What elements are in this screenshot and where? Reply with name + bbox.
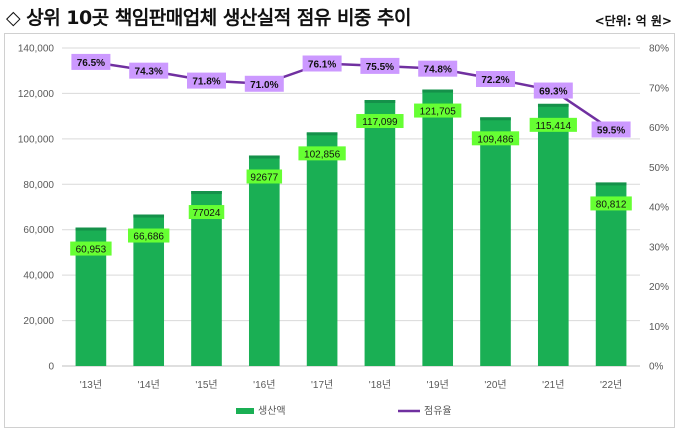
bar-data-label-bg [471,131,520,146]
bar [595,182,627,366]
line-data-label: 74.3% [135,67,163,78]
line-data-label-bg [591,121,631,138]
bar [480,117,511,367]
line-data-label: 76.1% [308,60,336,71]
bar-data-label: 77024 [193,208,221,219]
line-data-label: 74.8% [424,65,452,76]
share-line [90,60,612,131]
line-data-label: 69.3% [539,87,567,98]
y-right-tick-label: 0% [649,362,664,373]
line-data-label-bg [418,60,458,77]
y-right-tick-label: 80% [649,44,669,55]
line-data-label: 71.0% [250,80,278,91]
line-data-label-bg [533,82,573,99]
x-tick-label: '21년 [542,379,564,391]
bar-top-edge [248,155,280,159]
y-right-tick-label: 60% [649,123,669,134]
line-data-label: 71.8% [192,77,220,88]
x-tick-label: '17년 [311,379,333,391]
y-left-tick-label: 0 [48,362,54,373]
bar-data-label: 109,486 [477,134,514,145]
x-tick-label: '19년 [427,379,449,391]
line-data-label-bg [476,71,515,88]
bar-data-label-bg [529,117,577,132]
y-left-tick-label: 120,000 [18,89,55,100]
bar [537,103,569,367]
bar-top-edge [595,182,627,186]
bar-top-edge [133,214,165,218]
y-left-tick-label: 140,000 [18,44,55,55]
bar-data-label-bg [414,103,462,118]
x-tick-label: '14년 [138,379,160,391]
y-right-tick-label: 10% [649,322,669,333]
bar-data-label: 102,856 [304,149,341,160]
bar-data-label: 115,414 [536,121,572,132]
x-tick-label: '20년 [484,379,506,391]
bar-data-label-bg [70,241,112,256]
line-data-label-bg [244,75,284,92]
bar-data-label-bg [356,114,404,129]
bar-data-label: 60,953 [76,245,107,256]
legend-label-bar: 생산액 [258,405,286,417]
line-data-label: 75.5% [366,62,394,73]
x-tick-label: '18년 [369,379,391,391]
bar-top-edge [537,103,569,107]
bar [364,100,396,367]
y-right-tick-label: 30% [649,242,669,253]
line-data-label: 72.2% [481,75,509,86]
bar-top-edge [75,227,107,231]
bar-top-edge [480,117,511,121]
chart-frame [4,33,675,428]
bar-data-label-bg [188,205,225,220]
legend-swatch-bar [236,408,254,414]
x-tick-label: '16년 [253,379,275,391]
y-left-tick-label: 80,000 [23,180,54,191]
bar [248,155,280,366]
line-data-label-bg [129,62,169,79]
page-title: ◇ 상위 10곳 책임판매업체 생산실적 점유 비중 추이 [6,7,411,29]
y-left-tick-label: 20,000 [23,316,54,327]
bar [191,191,222,366]
line-data-label: 59.5% [597,125,625,136]
x-tick-label: '13년 [80,379,102,391]
line-data-label-bg [360,57,400,74]
bar-top-edge [306,132,338,136]
y-left-tick-label: 40,000 [23,271,54,282]
y-right-tick-label: 50% [649,163,669,174]
x-tick-label: '22년 [600,379,622,391]
line-data-label: 76.5% [77,58,105,69]
y-right-tick-label: 20% [649,282,669,293]
bar-data-label: 121,705 [420,107,457,118]
bar-top-edge [364,100,396,104]
bar-data-label: 117,099 [362,117,398,128]
bar [306,132,338,366]
bar [422,89,454,366]
line-data-label-bg [71,53,111,70]
y-left-tick-label: 100,000 [18,134,55,145]
y-left-tick-label: 60,000 [23,225,54,236]
legend-label-line: 점유율 [424,405,452,417]
bar-top-edge [422,89,454,93]
unit-label: <단위: 억 원> [594,14,672,28]
y-right-tick-label: 40% [649,203,669,214]
bar-top-edge [191,191,222,195]
bar-data-label: 66,686 [133,232,164,243]
line-data-label-bg [302,55,342,72]
y-right-tick-label: 70% [649,83,669,94]
bar-data-label-bg [298,146,346,161]
bar-data-label-bg [246,169,283,184]
bar-data-label-bg [128,228,170,243]
line-data-label-bg [187,72,226,89]
bar-data-label: 92677 [250,172,278,183]
bar-data-label: 80,812 [596,199,627,210]
bar-data-label-bg [590,196,632,211]
x-tick-label: '15년 [195,379,217,391]
